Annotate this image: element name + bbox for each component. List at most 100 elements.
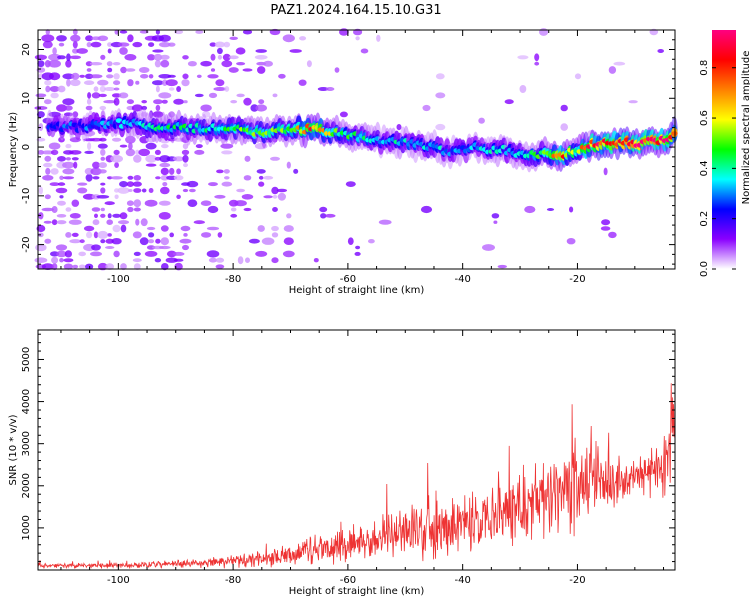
heatmap-cell: [91, 207, 101, 212]
heatmap-cell: [435, 73, 445, 80]
heatmap-cell: [43, 162, 53, 168]
heatmap-cell: [216, 169, 224, 174]
heatmap-cell: [560, 104, 568, 112]
heatmap-cell: [145, 154, 157, 163]
heatmap-cell: [524, 205, 536, 214]
heatmap-cell: [65, 157, 71, 161]
heatmap-cell: [601, 219, 611, 226]
heatmap-cell: [206, 250, 220, 258]
heatmap-cell: [152, 49, 164, 53]
heatmap-cell: [657, 49, 664, 53]
heatmap-cell: [112, 224, 121, 233]
heatmap-cell: [215, 79, 225, 87]
heatmap-cell: [172, 156, 185, 162]
heatmap-cell: [224, 176, 230, 180]
heatmap-cell: [196, 74, 202, 79]
heatmap-cell: [99, 137, 107, 142]
heatmap-cell: [107, 42, 113, 47]
heatmap-cell: [182, 143, 189, 150]
heatmap-cell: [107, 67, 113, 73]
heatmap-cell: [201, 232, 212, 238]
x-tick-label: -80: [225, 274, 241, 285]
heatmap-cell: [272, 93, 278, 98]
heatmap-cell: [195, 30, 204, 34]
heatmap-cell: [339, 28, 349, 36]
heatmap-cell: [89, 137, 103, 142]
heatmap-cell: [41, 207, 54, 212]
heatmap-cell: [76, 48, 88, 54]
heatmap-cell: [435, 92, 446, 99]
heatmap-cell: [68, 219, 82, 225]
heatmap-cell: [255, 49, 267, 53]
heatmap-cell: [482, 244, 495, 251]
heatmap-cell: [50, 168, 59, 175]
heatmap-cell: [214, 41, 225, 48]
heatmap-cell: [113, 97, 120, 106]
heatmap-cell: [38, 186, 44, 195]
heatmap-cell: [86, 68, 92, 72]
heatmap-cell: [158, 92, 172, 99]
heatmap-cell: [49, 86, 60, 92]
heatmap-cell: [97, 35, 109, 42]
heatmap-cell: [200, 104, 212, 112]
heatmap-cell: [90, 251, 102, 257]
heatmap-cell: [50, 92, 59, 99]
heatmap-cell: [167, 74, 176, 78]
heatmap-cell: [155, 104, 161, 112]
heatmap-cell: [152, 80, 164, 86]
heatmap-cell: [193, 220, 205, 225]
heatmap-cell: [220, 143, 234, 149]
heatmap-cell: [339, 111, 348, 118]
heatmap-cell: [43, 220, 52, 224]
heatmap-cell: [100, 213, 106, 218]
heatmap-cell: [97, 143, 108, 149]
heatmap-cell: [119, 212, 128, 220]
heatmap-cell: [534, 61, 540, 66]
heatmap-cell: [603, 167, 608, 176]
heatmap-cell: [258, 181, 265, 187]
heatmap-cell: [283, 225, 294, 232]
heatmap-cell: [263, 175, 274, 180]
heatmap-cell: [248, 238, 260, 244]
heatmap-cell: [299, 36, 307, 41]
heatmap-cell: [182, 73, 189, 80]
heatmap-cell: [378, 219, 392, 225]
heatmap-cell: [422, 104, 431, 112]
heatmap-cell: [37, 60, 45, 68]
heatmap-cell: [261, 237, 275, 245]
heatmap-cell: [478, 117, 485, 124]
heatmap-cell: [200, 200, 212, 206]
heatmap-cell: [140, 218, 148, 227]
colorbar-tick-label: 0.4: [699, 160, 710, 176]
y-tick-label: 0: [21, 144, 32, 150]
heatmap-cell: [41, 150, 55, 155]
heatmap-cell: [86, 42, 92, 48]
y-tick-label: -20: [21, 236, 32, 252]
y-tick-label: 1000: [21, 515, 32, 540]
heatmap-cell: [215, 264, 225, 269]
heatmap-cell: [133, 199, 142, 208]
x-tick-label: -20: [569, 575, 585, 586]
heatmap-cell: [286, 213, 292, 219]
heatmap-cell: [107, 48, 112, 54]
heatmap-cell: [148, 232, 155, 238]
heatmap-cell: [324, 213, 336, 218]
heatmap-cell: [376, 34, 381, 42]
heatmap-cell: [71, 232, 79, 237]
heatmap-cell: [132, 231, 142, 239]
heatmap-cell: [126, 181, 134, 188]
heatmap-cell: [82, 193, 96, 200]
heatmap-cell: [237, 256, 244, 265]
heatmap-cell: [223, 41, 231, 48]
x-tick-label: -100: [107, 575, 130, 586]
heatmap-cell: [257, 66, 266, 74]
heatmap-cell: [148, 188, 154, 193]
heatmap-cell: [44, 155, 52, 162]
heatmap-cell: [62, 176, 75, 180]
heatmap-cell: [56, 250, 67, 258]
heatmap-cell: [519, 85, 527, 93]
heatmap-cell: [182, 244, 189, 251]
heatmap-cell: [97, 230, 109, 239]
colorbar-label: Normalized spectral amplitude: [741, 51, 750, 205]
